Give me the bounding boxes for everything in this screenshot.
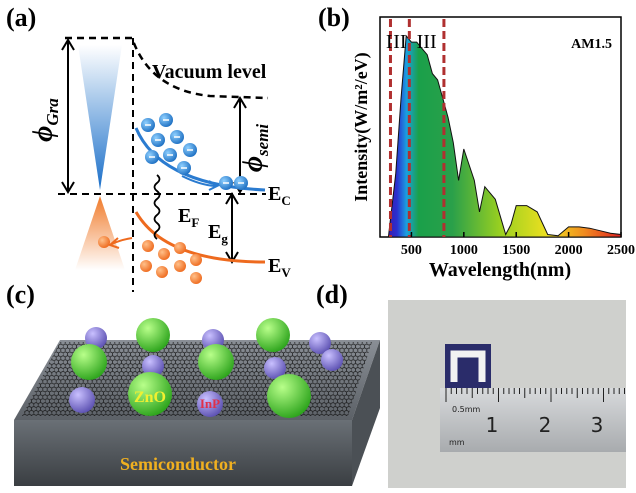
subscript: semi <box>253 124 272 157</box>
subscript: V <box>281 265 291 280</box>
dirac-cone-top <box>78 45 122 190</box>
subscript: g <box>221 231 228 246</box>
region-label: II <box>393 31 406 53</box>
region-label: I <box>386 31 393 53</box>
panel-label: (a) <box>6 3 36 32</box>
phi-semi: ϕsemi <box>238 124 272 173</box>
slab-front <box>14 420 352 486</box>
symbol: E <box>268 255 281 277</box>
subscript: C <box>281 193 290 208</box>
dirac-cone-bottom <box>75 196 125 270</box>
ruler-small: 0.5mm <box>452 405 481 414</box>
eg-label: Eg <box>208 221 228 246</box>
panel-b: (b) AM1.5 Intensity(W/m²/eV) Wavelength(… <box>318 3 635 281</box>
x-tick-label: 500 <box>401 243 422 258</box>
phi-gra-arrow <box>62 40 74 192</box>
photon <box>155 175 160 239</box>
panel-label: (d) <box>316 280 348 309</box>
x-tick-label: 2000 <box>555 243 583 258</box>
ruler-number: 1 <box>486 413 499 437</box>
ef-label: EF <box>178 205 199 230</box>
figure: (a) Vacuum level ϕGra ϕsemi EC EF Eg EV … <box>0 0 636 493</box>
zno-label: ZnO <box>134 389 166 406</box>
subscript: F <box>191 215 199 230</box>
eg-arrow <box>226 194 238 262</box>
vacuum-label: Vacuum level <box>152 61 267 83</box>
ruler-number: 2 <box>539 413 552 437</box>
x-tick-label: 2500 <box>607 243 635 258</box>
subscript: Gra <box>43 98 62 126</box>
phi-gra: ϕGra <box>28 98 62 142</box>
panel-label: (c) <box>6 280 35 309</box>
region-label: III <box>417 31 437 53</box>
substrate-label: Semiconductor <box>120 454 236 474</box>
ruler-unit: mm <box>449 438 465 447</box>
symbol: E <box>268 183 281 205</box>
x-axis-label: Wavelength(nm) <box>429 259 571 281</box>
symbol: E <box>178 205 191 227</box>
symbol: ϕ <box>238 156 269 172</box>
ev-label: EV <box>268 255 291 280</box>
symbol: ϕ <box>28 126 59 142</box>
panel-a: (a) Vacuum level ϕGra ϕsemi EC EF Eg EV <box>6 3 291 292</box>
ruler-number: 3 <box>591 413 604 437</box>
x-tick-label: 1500 <box>502 243 530 258</box>
symbol: E <box>208 221 221 243</box>
ec-label: EC <box>268 183 291 208</box>
x-tick-label: 1000 <box>450 243 478 258</box>
panel-c: (c) ZnO InP Semiconductor <box>6 280 380 486</box>
inp-label: InP <box>200 396 220 411</box>
annotation: AM1.5 <box>571 37 612 52</box>
panel-label: (b) <box>318 3 350 32</box>
y-axis-label: Intensity(W/m²/eV) <box>351 52 372 201</box>
